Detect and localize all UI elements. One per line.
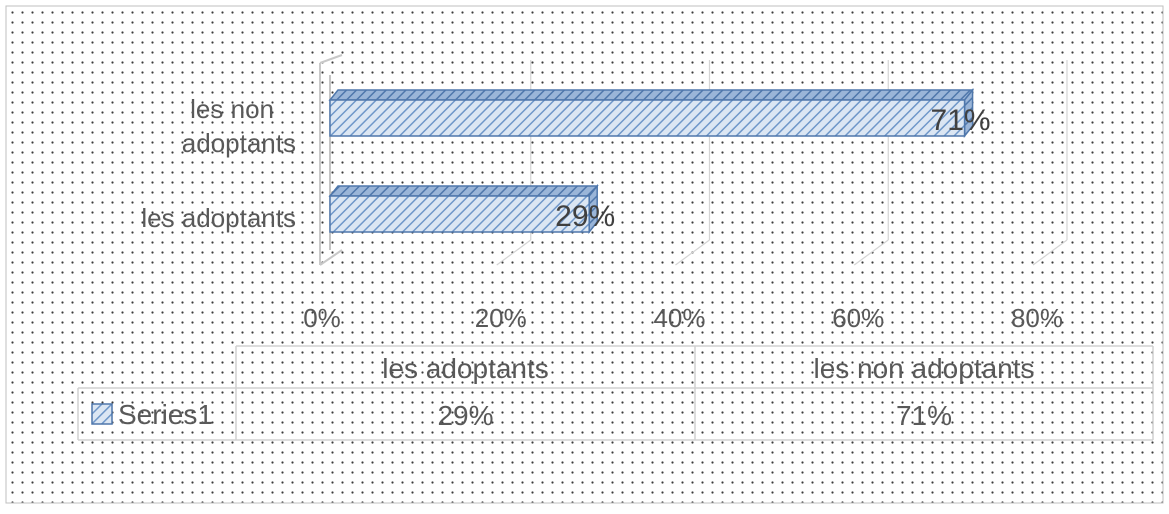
x-tick-label: 60% (832, 303, 884, 333)
x-tick-label: 40% (653, 303, 705, 333)
data-label: 29% (555, 200, 615, 233)
table-header-cell: les non adoptants (813, 353, 1034, 384)
data-label: 71% (931, 104, 991, 137)
bar (329, 99, 966, 137)
chart-background (5, 5, 1164, 504)
bar (329, 195, 590, 233)
gridline-floor (1032, 239, 1068, 266)
x-tick-label: 0% (303, 303, 341, 333)
bar-top-face (328, 185, 599, 197)
table-header-cell: les adoptants (382, 353, 549, 384)
table-cell: 29% (437, 400, 493, 431)
x-tick-label: 20% (475, 303, 527, 333)
gridline-floor (496, 239, 532, 266)
axis-wall-top (319, 54, 343, 64)
x-tick-label: 80% (1011, 303, 1063, 333)
legend-key (91, 403, 113, 425)
y-category-label: les adoptants (141, 203, 296, 233)
axis-wall-bottom (319, 249, 343, 266)
bar-top-face (328, 89, 975, 101)
table-cell: 71% (896, 400, 952, 431)
y-category-label: les non adoptants (182, 94, 296, 158)
gridline-floor (675, 239, 710, 266)
gridline-floor (853, 239, 889, 266)
legend-label: Series1 (118, 399, 213, 430)
